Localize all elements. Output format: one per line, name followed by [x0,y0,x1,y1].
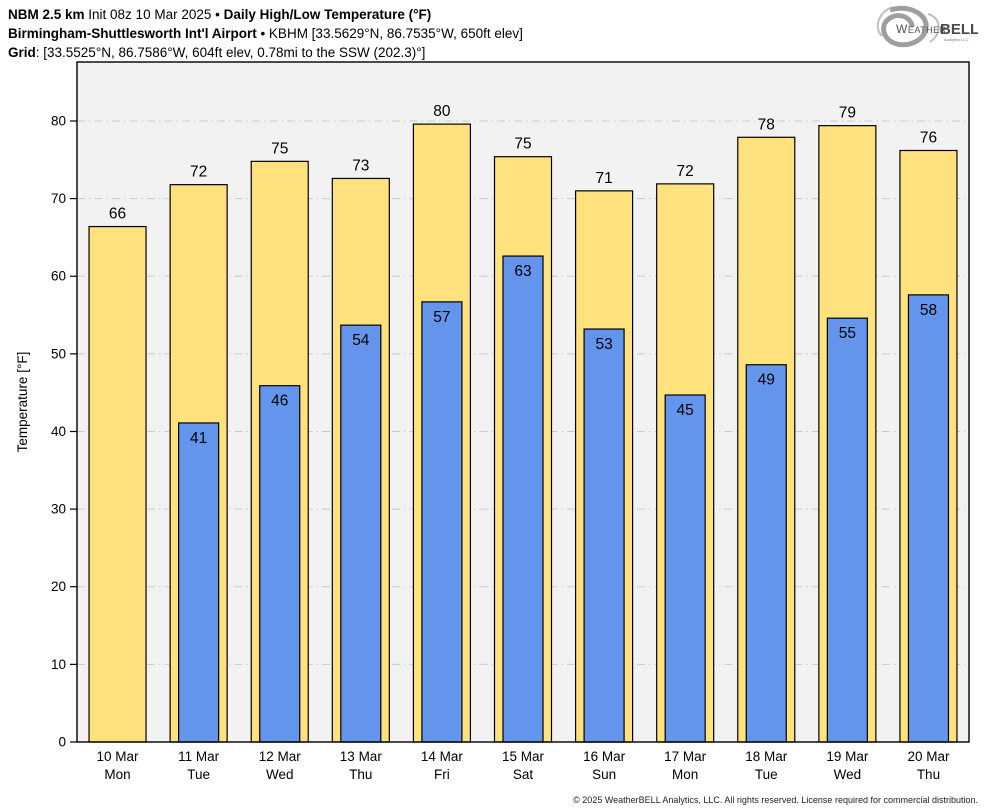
x-label-day-8: Tue [755,767,778,782]
x-label-day-0: Mon [104,767,130,782]
y-tick-label-0: 0 [58,735,66,750]
logo-brand-right: BELL [940,21,978,38]
high-value-label: 72 [677,163,694,180]
x-label-day-9: Wed [834,767,862,782]
low-value-label: 49 [758,372,775,389]
x-label-date-1: 11 Mar [178,749,220,764]
x-label-day-2: Wed [266,767,294,782]
chart-header: NBM 2.5 km Init 08z 10 Mar 2025 • Daily … [8,5,523,62]
x-label-date-4: 14 Mar [421,749,464,764]
low-bar-16-Mar [583,328,625,743]
low-value-label: 46 [271,393,288,410]
high-value-label: 80 [433,103,451,120]
high-value-label: 75 [271,140,288,157]
x-label-date-3: 13 Mar [340,749,383,764]
high-value-label: 66 [109,206,126,223]
low-value-label: 58 [920,302,937,319]
y-tick-label-40: 40 [51,424,66,439]
low-value-label: 55 [839,325,856,342]
model-name: NBM 2.5 km [8,7,85,22]
chart-title: Daily High/Low Temperature (°F) [223,7,432,22]
hurricane-swirl-icon [876,6,940,48]
x-label-day-10: Thu [917,767,940,782]
low-value-label: 54 [352,332,370,349]
y-tick-label-80: 80 [51,113,66,128]
x-label-day-4: Fri [434,767,450,782]
y-tick-label-10: 10 [51,657,66,672]
x-label-date-10: 20 Mar [907,749,950,764]
low-value-label: 45 [677,402,694,419]
weatherbell-logo: WEATHER BELL Analytics LLC [876,6,978,48]
x-label-date-6: 16 Mar [583,749,626,764]
x-label-day-5: Sat [513,767,534,782]
logo-brand-left: WEATHER [896,22,947,36]
low-bar-14-Mar [421,301,463,743]
y-tick-label-50: 50 [51,346,66,361]
y-tick-label-70: 70 [51,191,66,206]
low-value-label: 63 [514,263,531,280]
high-value-label: 79 [839,105,856,122]
init-time: Init 08z 10 Mar 2025 • [84,7,224,22]
y-tick-label-60: 60 [51,269,66,284]
x-label-day-3: Thu [349,767,372,782]
high-value-label: 71 [595,170,612,187]
low-bar-13-Mar [340,324,382,743]
low-bar-19-Mar [826,317,868,743]
low-bar-11-Mar [178,422,220,743]
station-coords: • KBHM [33.5629°N, 86.7535°W, 650ft elev… [256,26,523,41]
low-bar-17-Mar [664,394,706,743]
x-label-date-8: 18 Mar [745,749,788,764]
low-bar-18-Mar [745,364,787,743]
high-value-label: 75 [514,136,531,153]
low-value-label: 53 [595,336,612,353]
high-value-label: 76 [920,129,937,146]
low-value-label: 57 [433,309,450,326]
header-line-2: Birmingham-Shuttlesworth Int'l Airport •… [8,24,523,43]
low-bar-12-Mar [259,385,301,743]
x-label-date-2: 12 Mar [259,749,302,764]
x-label-date-5: 15 Mar [502,749,545,764]
plot-border [76,61,970,743]
logo-subtitle: Analytics LLC [944,37,969,42]
high-value-label: 72 [190,164,207,181]
y-tick-label-30: 30 [51,502,66,517]
x-label-day-6: Sun [592,767,616,782]
x-label-date-9: 19 Mar [826,749,869,764]
copyright-notice: © 2025 WeatherBELL Analytics, LLC. All r… [573,795,978,805]
x-label-day-1: Tue [187,767,210,782]
low-bar-15-Mar [502,255,544,743]
x-label-date-0: 10 Mar [97,749,140,764]
header-line-1: NBM 2.5 km Init 08z 10 Mar 2025 • Daily … [8,5,523,24]
grid-coords: : [33.5525°N, 86.7586°W, 604ft elev, 0.7… [35,45,426,60]
y-axis-title: Temperature [°F] [15,352,30,453]
grid-label: Grid [8,45,36,60]
x-label-day-7: Mon [672,767,698,782]
high-value-label: 73 [352,157,369,174]
high-value-label: 78 [758,116,775,133]
low-value-label: 41 [190,430,207,447]
low-bar-20-Mar [907,294,950,743]
high-bar-10-Mar [88,225,147,743]
y-tick-label-20: 20 [51,579,66,594]
station-name: Birmingham-Shuttlesworth Int'l Airport [8,26,257,41]
header-line-3: Grid: [33.5525°N, 86.7586°W, 604ft elev,… [8,43,523,62]
x-label-date-7: 17 Mar [664,749,707,764]
